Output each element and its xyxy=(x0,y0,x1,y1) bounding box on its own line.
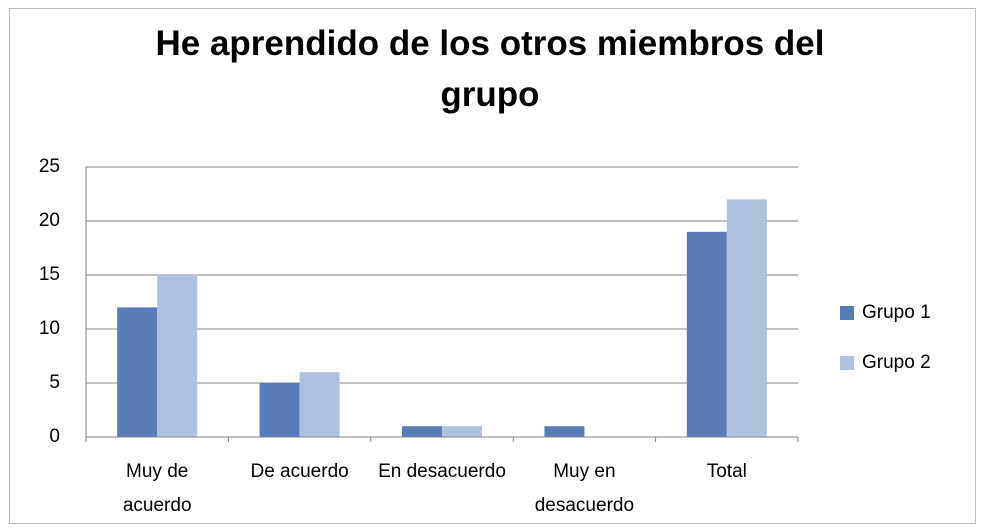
legend-swatch xyxy=(840,356,854,370)
bar xyxy=(259,383,300,437)
y-tick-label: 0 xyxy=(49,426,60,447)
bar xyxy=(686,231,727,437)
legend-label: Grupo 1 xyxy=(862,302,931,323)
x-tick-label: De acuerdo xyxy=(250,461,349,482)
legend-swatch xyxy=(840,306,854,320)
chart-border xyxy=(9,8,976,524)
legend-label: Grupo 2 xyxy=(862,352,931,373)
bar xyxy=(442,426,482,437)
x-tick-label: Muy de acuerdo xyxy=(122,461,192,516)
y-tick-label: 20 xyxy=(39,210,60,231)
y-tick-label: 25 xyxy=(39,156,60,177)
bar xyxy=(157,275,198,437)
y-tick-label: 5 xyxy=(49,372,60,393)
bar xyxy=(402,426,442,437)
bar xyxy=(117,307,158,437)
y-tick-label: 10 xyxy=(39,318,60,339)
x-tick-label: Muy en desacuerdo xyxy=(534,461,635,516)
bar xyxy=(299,372,340,437)
bar xyxy=(726,199,767,437)
chart-title: He aprendido de los otros miembros del g… xyxy=(155,24,825,114)
y-tick-label: 15 xyxy=(39,264,60,285)
x-tick-label: En desacuerdo xyxy=(378,461,506,482)
x-tick-label: Total xyxy=(706,461,747,482)
bar xyxy=(544,426,585,437)
